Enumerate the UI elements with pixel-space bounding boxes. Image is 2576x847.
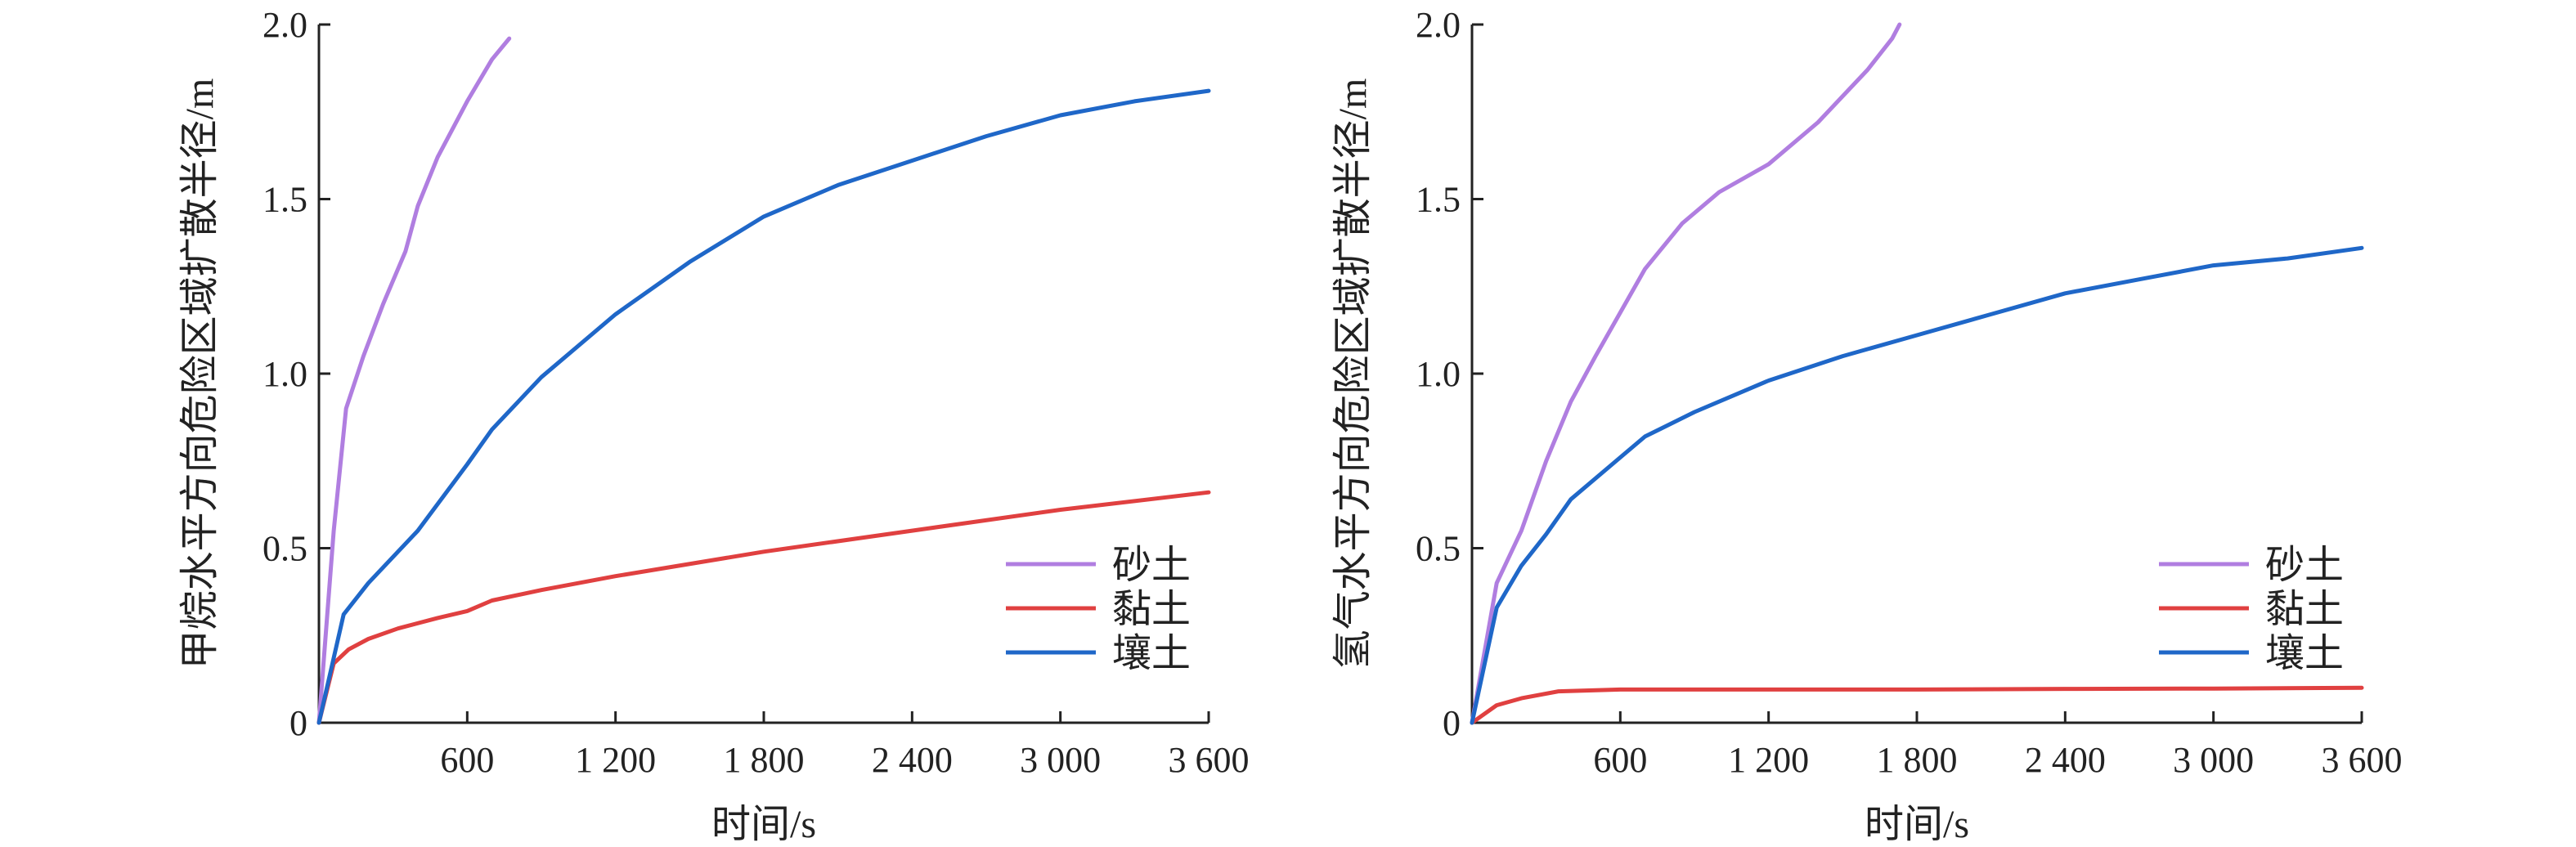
x-axis-label: 时间/s xyxy=(711,803,816,846)
y-axis-label: 氢气水平方向危险区域扩散半径/m xyxy=(1331,78,1375,670)
y-tick-label: 2.0 xyxy=(263,5,307,45)
x-tick-label: 1 200 xyxy=(575,740,656,780)
y-tick-label: 1.5 xyxy=(1416,180,1461,220)
x-axis-label: 时间/s xyxy=(1865,803,1969,846)
y-tick-label: 1.0 xyxy=(263,354,307,394)
y-axis-label: 甲烷水平方向危险区域扩散半径/m xyxy=(178,78,222,670)
x-tick-label: 3 000 xyxy=(1020,740,1101,780)
legend-label: 砂土 xyxy=(1112,544,1191,587)
x-tick-label: 1 800 xyxy=(1877,740,1958,780)
y-tick-label: 1.0 xyxy=(1416,354,1461,394)
x-tick-label: 2 400 xyxy=(2025,740,2106,780)
x-tick-label: 600 xyxy=(1593,740,1647,780)
chart-panel-hydrogen: 0 0.5 1.0 1.5 2.0 600 1 200 1 800 2 400 3 000 3 60… xyxy=(1331,5,2403,846)
series-line xyxy=(1470,245,2364,725)
y-tick-label: 0.5 xyxy=(1416,529,1461,569)
x-tick-label: 3 000 xyxy=(2173,740,2254,780)
x-tick-label: 3 600 xyxy=(2322,740,2403,780)
chart-panel-methane: 0 0.5 1.0 1.5 2.0 600 1 200 1 800 2 400 3 000 3 60… xyxy=(178,5,1250,846)
x-tick-label: 3 600 xyxy=(1169,740,1250,780)
y-tick-label: 2.0 xyxy=(1416,5,1461,45)
legend-label: 黏土 xyxy=(2265,588,2344,631)
x-tick-label: 1 200 xyxy=(1728,740,1809,780)
series-line xyxy=(1470,685,2364,725)
y-tick-label: 0 xyxy=(1443,703,1461,743)
series-line xyxy=(316,490,1211,725)
legend-label: 黏土 xyxy=(1112,588,1191,631)
y-tick-label: 0.5 xyxy=(263,529,307,569)
y-tick-label: 0 xyxy=(289,703,307,743)
series-line xyxy=(316,88,1211,725)
x-tick-label: 1 800 xyxy=(724,740,805,780)
y-tick-label: 1.5 xyxy=(263,180,307,220)
legend-label: 壤土 xyxy=(1112,632,1191,675)
legend-label: 砂土 xyxy=(2265,544,2344,587)
legend-label: 壤土 xyxy=(2265,632,2344,675)
x-tick-label: 600 xyxy=(440,740,494,780)
series-line xyxy=(316,36,512,725)
series-line xyxy=(1470,22,1902,725)
x-tick-label: 2 400 xyxy=(872,740,953,780)
